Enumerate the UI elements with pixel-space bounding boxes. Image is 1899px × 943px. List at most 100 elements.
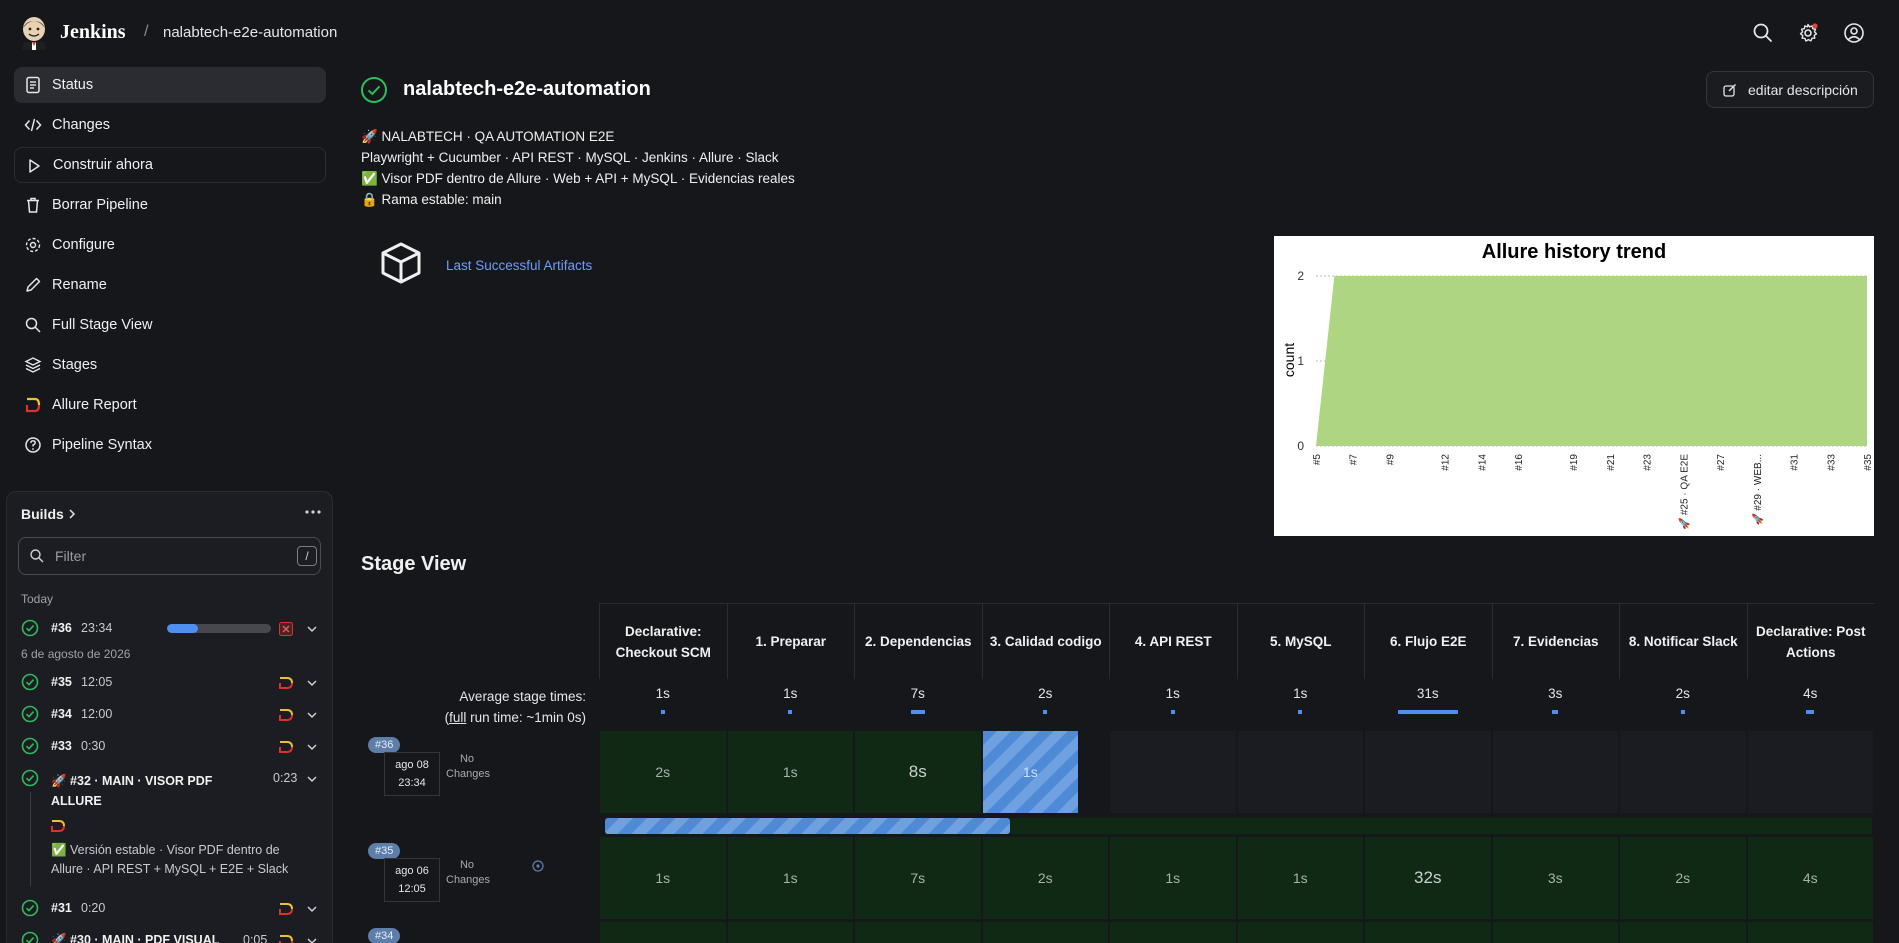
stage-cell[interactable]: 1s: [1110, 837, 1236, 919]
build-branch-line: [30, 792, 31, 886]
sidebar-nav: Status Changes Construir ahora Borrar Pi…: [14, 67, 326, 467]
stage-cell[interactable]: [600, 922, 726, 943]
build-row-33[interactable]: #33 0:30: [21, 736, 321, 758]
stage-cell[interactable]: [1237, 922, 1363, 943]
stage-cell[interactable]: 4s: [1747, 837, 1873, 919]
chevron-down-icon[interactable]: [306, 710, 318, 720]
sidebar-item-status[interactable]: Status: [14, 67, 326, 103]
stage-cell[interactable]: [1747, 731, 1873, 813]
allure-icon[interactable]: [279, 903, 293, 915]
stage-cell[interactable]: 1s: [600, 837, 726, 919]
stage-cell[interactable]: 1s: [727, 731, 853, 813]
build-row-36[interactable]: #36 23:34: [21, 618, 321, 640]
run-badge[interactable]: #35: [368, 843, 401, 859]
run-badge[interactable]: #36: [368, 737, 401, 753]
x-tick-label: #5: [1312, 454, 1323, 466]
success-icon: [21, 705, 39, 723]
stage-cell[interactable]: 32s: [1365, 837, 1491, 919]
build-time: 23:34: [81, 621, 113, 635]
stage-cell[interactable]: [1237, 731, 1363, 813]
sidebar-item-pipeline-syntax[interactable]: Pipeline Syntax: [14, 427, 326, 463]
chevron-down-icon[interactable]: [306, 742, 318, 752]
stage-cell[interactable]: [1492, 731, 1618, 813]
sidebar-item-delete-pipeline[interactable]: Borrar Pipeline: [14, 187, 326, 223]
stage-cell[interactable]: 8s: [855, 731, 981, 813]
gear-icon[interactable]: [1797, 22, 1819, 44]
allure-icon[interactable]: [279, 935, 293, 943]
sidebar-item-rename[interactable]: Rename: [14, 267, 326, 303]
stage-cell[interactable]: 1s: [1237, 837, 1363, 919]
stage-cell[interactable]: 1s: [727, 837, 853, 919]
build-number: #36: [51, 621, 72, 635]
more-options-icon[interactable]: [303, 506, 323, 518]
build-row-32[interactable]: 🚀 #32 · MAIN · VISOR PDF ALLURE 0:23 ✅ V…: [21, 768, 321, 888]
edit-description-button[interactable]: editar descripción: [1706, 71, 1874, 108]
sidebar-item-label: Full Stage View: [52, 317, 153, 333]
pencil-icon: [26, 277, 41, 292]
stage-cell[interactable]: 7s: [855, 837, 981, 919]
sidebar-item-stages[interactable]: Stages: [14, 347, 326, 383]
sidebar-item-changes[interactable]: Changes: [14, 107, 326, 143]
build-row-34[interactable]: #34 12:00: [21, 704, 321, 726]
build-number: #31: [51, 901, 72, 915]
chevron-down-icon[interactable]: [306, 678, 318, 688]
chevron-down-icon[interactable]: [306, 936, 318, 943]
package-icon: [381, 242, 421, 284]
stage-cell[interactable]: 2s: [600, 731, 726, 813]
allure-icon[interactable]: [279, 741, 293, 753]
sidebar-item-label: Pipeline Syntax: [52, 437, 152, 453]
stage-cell[interactable]: [1492, 922, 1618, 943]
jenkins-logo-icon[interactable]: [20, 16, 48, 50]
stage-cell[interactable]: [1110, 922, 1236, 943]
sidebar-item-allure-report[interactable]: Allure Report: [14, 387, 326, 423]
artifacts-link[interactable]: Last Successful Artifacts: [446, 258, 593, 273]
stage-cell[interactable]: [1620, 731, 1746, 813]
allure-icon[interactable]: [279, 709, 293, 721]
success-icon: [21, 737, 39, 755]
chevron-down-icon[interactable]: [306, 624, 318, 634]
stage-cell[interactable]: [855, 922, 981, 943]
builds-title[interactable]: Builds: [21, 506, 64, 522]
run-changes: No Changes: [446, 859, 491, 886]
user-icon[interactable]: [1843, 22, 1865, 44]
x-tick-label: #9: [1385, 454, 1396, 466]
stage-cell[interactable]: [1620, 922, 1746, 943]
info-icon[interactable]: [532, 860, 544, 872]
stage-cell[interactable]: 1s: [982, 731, 1079, 813]
full-run-link[interactable]: full: [449, 710, 467, 725]
brand-name[interactable]: Jenkins: [60, 21, 126, 43]
sidebar-item-full-stage-view[interactable]: Full Stage View: [14, 307, 326, 343]
chevron-down-icon[interactable]: [306, 904, 318, 914]
stage-cell[interactable]: [1365, 922, 1491, 943]
stage-cell[interactable]: [982, 922, 1108, 943]
stage-cell[interactable]: [1110, 731, 1236, 813]
area-series[interactable]: [1316, 276, 1867, 446]
allure-icon[interactable]: [279, 677, 293, 689]
stage-cell[interactable]: 2s: [982, 837, 1108, 919]
filter-input[interactable]: [55, 546, 275, 566]
play-icon: [29, 159, 40, 173]
build-row-35[interactable]: #35 12:05: [21, 672, 321, 694]
stage-cell[interactable]: 3s: [1492, 837, 1618, 919]
stage-cell[interactable]: [1747, 922, 1873, 943]
build-row-30[interactable]: 🚀 #30 · MAIN · PDF VISUAL 0:05: [21, 930, 321, 943]
sidebar-item-build-now[interactable]: Construir ahora: [14, 147, 326, 183]
breadcrumb-job[interactable]: nalabtech-e2e-automation: [163, 24, 338, 41]
search-icon[interactable]: [1752, 22, 1774, 44]
stage-cell[interactable]: [1365, 731, 1491, 813]
stage-average-time: 4s: [1803, 686, 1818, 701]
chart-area: [1316, 276, 1867, 446]
allure-trend-chart[interactable]: Allure history trend count 0 1 2 #5 #7 #9 #12…: [1274, 236, 1874, 536]
chevron-down-icon[interactable]: [306, 774, 318, 784]
filter-box: /: [18, 537, 321, 575]
run-badge[interactable]: #34: [368, 928, 401, 943]
stage-cell[interactable]: 2s: [1620, 837, 1746, 919]
chevron-right-icon[interactable]: [67, 508, 77, 520]
abort-icon[interactable]: [279, 622, 293, 636]
code-icon: [24, 118, 42, 132]
stage-header: 5. MySQL: [1236, 604, 1365, 679]
sidebar-item-configure[interactable]: Configure: [14, 227, 326, 263]
allure-icon[interactable]: [51, 820, 65, 832]
build-row-31[interactable]: #31 0:20: [21, 898, 321, 920]
stage-cell[interactable]: [727, 922, 853, 943]
